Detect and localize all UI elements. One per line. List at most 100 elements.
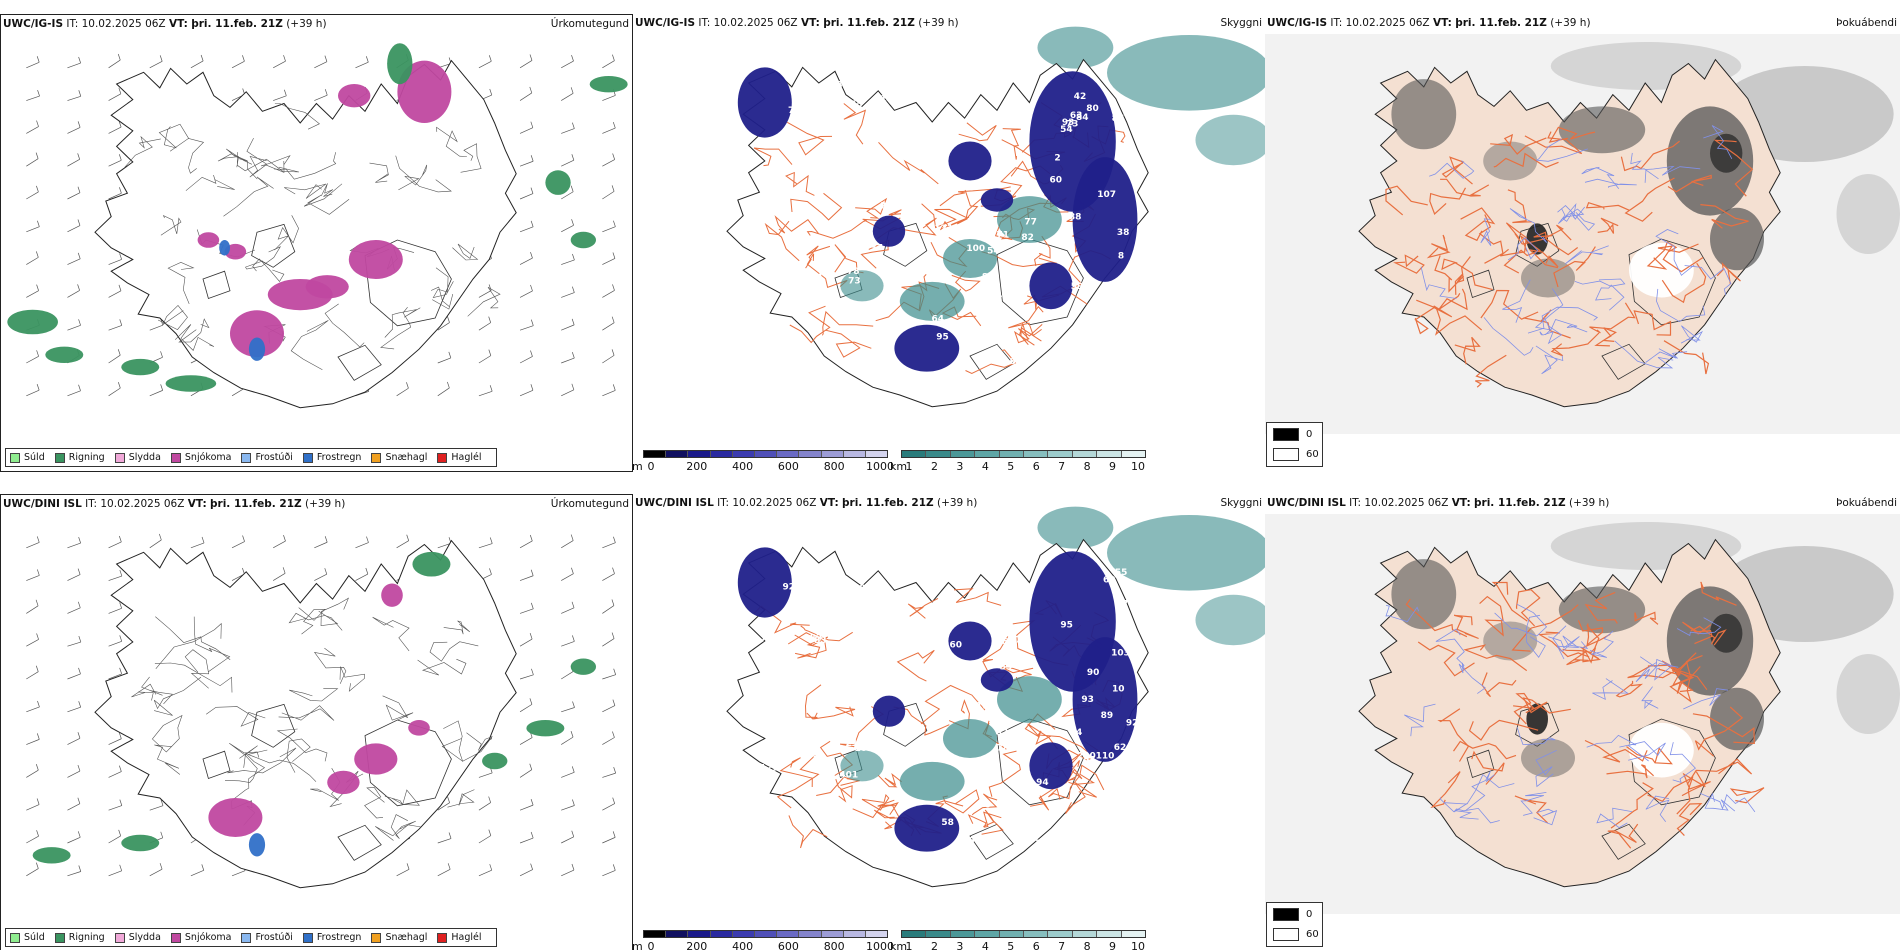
legend-swatch xyxy=(1273,428,1299,441)
lead-time: (+39 h) xyxy=(1568,497,1610,509)
colorbar-segment xyxy=(1121,931,1146,937)
cloud-base-value: 64 xyxy=(1027,822,1040,832)
snow-area xyxy=(208,583,430,837)
panel-title: Úrkomutegund xyxy=(550,498,629,510)
glacier-outline xyxy=(202,270,231,300)
cloud-base-value: 110 xyxy=(1096,751,1115,761)
valid-time: þri. 11.feb. 21Z xyxy=(823,17,915,29)
legend-item: 0 xyxy=(1273,428,1312,441)
iceland-map xyxy=(94,539,517,889)
cloud-base-value: 70 xyxy=(978,801,991,811)
precip-type-legend: Súld Rigning Slydda Snjókoma Frostúði Frostre… xyxy=(5,448,497,467)
init-time: 10.02.2025 06Z xyxy=(713,17,798,29)
colorbar-segment xyxy=(1097,931,1122,937)
precip-map xyxy=(7,43,628,409)
cloud-base-value: 86 xyxy=(1112,114,1125,124)
lead-time: (+39 h) xyxy=(918,17,959,29)
legend-swatch xyxy=(170,932,181,943)
cloud-base-value: 16 xyxy=(770,241,783,251)
cloud-base-value: 71 xyxy=(760,634,773,644)
colorbar-segment xyxy=(688,451,711,457)
legend-swatch xyxy=(10,932,20,943)
legend-item: Haglél xyxy=(437,452,482,463)
colorbar-segment xyxy=(902,931,927,937)
legend-label: Frostregn xyxy=(316,452,362,463)
rain-area xyxy=(7,43,628,392)
init-time: 10.02.2025 06Z xyxy=(732,497,817,509)
cloud-base-value: 57 xyxy=(772,686,785,696)
colorbar-tick-label: 1000 xyxy=(866,940,894,950)
colorbar-tick-label: 6 xyxy=(1032,940,1040,950)
colorbar-tick-label: 1000 xyxy=(866,460,894,472)
panel-title: Skyggni xyxy=(1220,17,1263,29)
cloud-base-value: 70 xyxy=(788,106,801,116)
panel-header: UWC/IG-IS IT: 10.02.2025 06Z VT: þri. 11… xyxy=(1267,17,1591,29)
colorbar-tick-label: 8 xyxy=(1083,460,1091,472)
colorbar-segment xyxy=(902,451,927,457)
rain-area xyxy=(32,551,597,864)
cloud-base-value: 23 xyxy=(1104,287,1117,297)
cloud-base-value: 59 xyxy=(813,755,826,765)
cloud-base-value: 63 xyxy=(785,279,798,289)
init-time: 10.02.2025 06Z xyxy=(100,498,185,510)
glacier-outline xyxy=(969,823,1014,860)
colorbar-tick-label: 9 xyxy=(1109,460,1117,472)
fog-index-shading xyxy=(1391,79,1764,298)
colorbar-segment xyxy=(843,451,866,457)
legend-label: Frostúði xyxy=(255,452,293,463)
lead-time: (+39 h) xyxy=(286,18,327,30)
legend-item: Snæhagl xyxy=(371,932,427,943)
road-network xyxy=(131,597,493,841)
cloud-base-value: 401 xyxy=(839,770,858,780)
legend-label: 0 xyxy=(1306,909,1313,920)
legend-item: Frostregn xyxy=(302,932,362,943)
colorbar-tick-label: 600 xyxy=(777,460,799,472)
init-label: IT: xyxy=(66,18,79,30)
colorbar-tick-label: 5 xyxy=(1007,460,1015,472)
legend-label: Frostregn xyxy=(316,932,362,943)
cloud-base-value: 94 xyxy=(1036,778,1049,788)
colorbar-tick-label: 4 xyxy=(981,460,989,472)
legend-item: Snjókoma xyxy=(170,452,231,463)
cloud-base-value: 58 xyxy=(941,818,954,828)
colorbar-segment xyxy=(777,451,800,457)
road-network xyxy=(124,103,501,371)
cloud-base-value: 288 xyxy=(880,202,899,212)
cloud-base-value: 84 xyxy=(1076,113,1089,123)
legend-item: 0 xyxy=(1273,908,1312,921)
colorbar-tick-label: 0 xyxy=(647,940,655,950)
legend-item: Súld xyxy=(10,452,45,463)
colorbar-tick-label: 10 xyxy=(1131,940,1145,950)
cloud-base-value: 71 xyxy=(874,94,887,104)
cloud-base-value: 69 xyxy=(1010,357,1023,367)
colorbar-segment xyxy=(710,451,733,457)
legend-label: Súld xyxy=(24,452,45,463)
cloud-base-value: 93 xyxy=(1081,695,1094,705)
cloud-base-value: 55 xyxy=(1083,755,1096,765)
cloud-base-value: 73 xyxy=(848,277,861,287)
cloud-base-value: 73 xyxy=(1066,120,1079,130)
legend-item: Snjókoma xyxy=(170,932,231,943)
cloud-base-value: 64 xyxy=(931,315,944,325)
valid-label: VT: xyxy=(187,498,207,510)
glacier-outline xyxy=(1628,718,1716,806)
cloud-base-value: 32 xyxy=(756,696,769,706)
fog-index-shading xyxy=(1526,613,1743,735)
colorbar-tick-label: 8 xyxy=(1083,940,1091,950)
colorbar-tick-label: 800 xyxy=(823,940,845,950)
colorbar-segment xyxy=(999,451,1025,457)
legend-item: Súld xyxy=(10,932,45,943)
colorbar-tick-label: 7 xyxy=(1058,940,1066,950)
valid-time: þri. 11.feb. 21Z xyxy=(191,18,283,30)
legend-item: Rigning xyxy=(54,932,105,943)
colorbar-segment xyxy=(666,931,689,937)
cloud-base-map: 4277735420908865586956288121741078270931… xyxy=(726,26,1265,408)
legend-label: Snæhagl xyxy=(385,452,428,463)
valid-label: VT: xyxy=(168,18,188,30)
cloud-base-value: 54 xyxy=(1060,125,1073,135)
glacier-outline xyxy=(251,223,296,268)
cloud-base-value: 77 xyxy=(1024,217,1037,227)
glacier-white xyxy=(1629,242,1694,298)
cloud-base-value: 82 xyxy=(836,80,849,90)
legend-item: Slydda xyxy=(114,932,161,943)
